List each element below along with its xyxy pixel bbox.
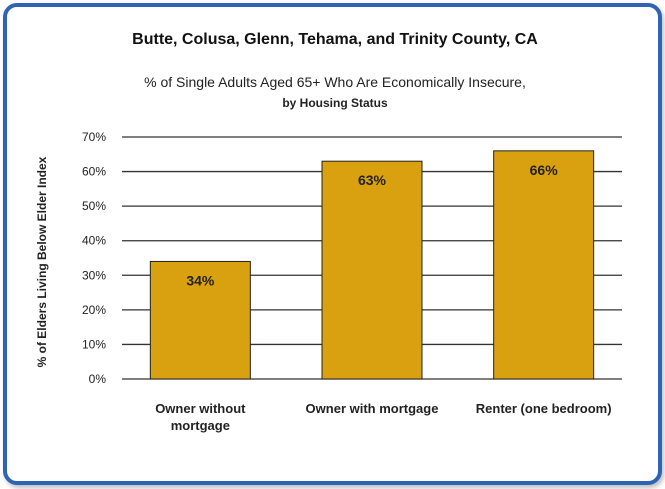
category-label: Owner with mortgage [306,401,439,416]
bar [493,150,595,380]
chart-subtitle-line2: by Housing Status [282,96,388,110]
y-tick-label: 70% [82,130,106,144]
bar [149,260,251,380]
y-tick-label: 20% [82,303,106,317]
y-tick-label: 50% [82,199,106,213]
y-tick-label: 10% [82,337,106,351]
chart-title: Butte, Colusa, Glenn, Tehama, and Trinit… [132,31,538,48]
chart-subtitle: % of Single Adults Aged 65+ Who Are Econ… [144,74,526,90]
data-label: 66% [530,162,559,178]
category-label: Renter (one bedroom) [476,401,612,416]
category-label: mortgage [171,418,230,433]
y-tick-label: 40% [82,234,106,248]
category-labels: Owner without mortgage Owner with mortgage… [155,401,611,433]
y-tick-label: 60% [82,165,106,179]
y-axis-label: % of Elders Living Below Elder Index [35,156,49,367]
data-label: 34% [186,272,215,288]
data-labels: 34% 63% 66% [186,162,558,289]
y-tick-labels: 0% 10% 20% 30% 40% 50% 60% 70% [82,130,106,386]
category-label: Owner without [155,401,246,416]
y-tick-label: 0% [89,372,107,386]
data-label: 63% [358,172,387,188]
bars [149,150,595,380]
bar [321,160,423,380]
y-tick-label: 30% [82,268,106,282]
